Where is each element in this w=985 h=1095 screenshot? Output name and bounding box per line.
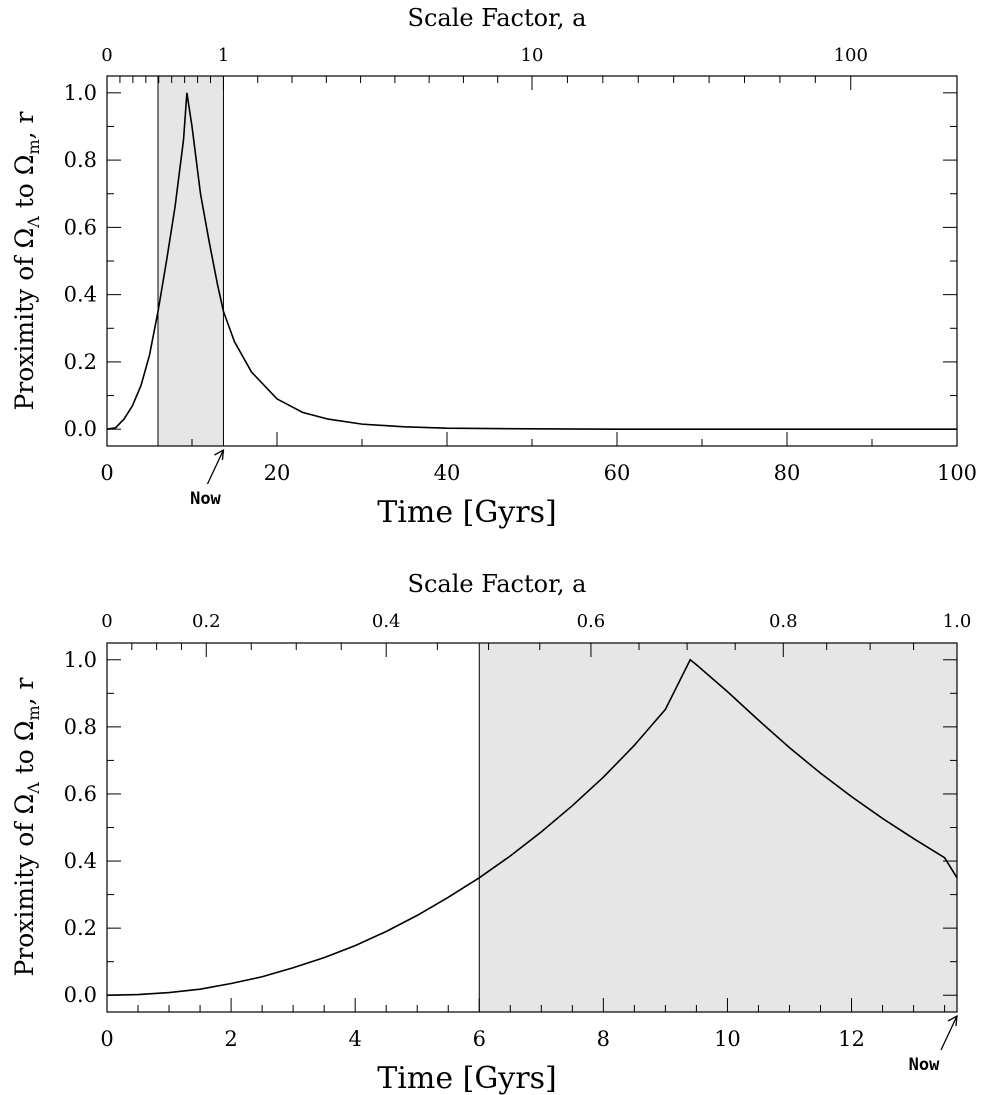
y-axis-title: Proximity of ΩΛ to Ωm, r	[10, 677, 43, 976]
x-tick-label: 20	[264, 461, 291, 485]
x-tick-label: 6	[473, 1027, 486, 1051]
y-tick-label: 0.8	[64, 148, 97, 172]
shaded-region	[479, 643, 957, 1012]
y-tick-label: 0.4	[64, 849, 97, 873]
now-label: Now	[190, 489, 221, 509]
y-axis-title-part: , r	[10, 111, 39, 139]
top-tick-label: 0	[101, 611, 112, 632]
y-axis-title-subscript: Λ	[24, 782, 43, 795]
x-tick-label: 8	[597, 1027, 610, 1051]
series-line	[106, 92, 957, 430]
now-label: Now	[909, 1055, 940, 1075]
y-tick-label: 0.8	[64, 715, 97, 739]
now-arrow-head	[214, 448, 225, 461]
y-axis-title-part: Proximity of Ω	[10, 228, 39, 411]
x-tick-label: 0	[100, 1027, 113, 1051]
y-tick-label: 0.2	[64, 350, 97, 374]
x-axis-title: Time [Gyrs]	[377, 495, 556, 530]
y-tick-label: 0.2	[64, 916, 97, 940]
x-tick-label: 40	[434, 461, 461, 485]
top-tick-label: 10	[521, 45, 544, 66]
y-axis-title-part: to Ω	[10, 155, 39, 217]
y-tick-label: 1.0	[64, 648, 97, 672]
y-axis-title: Proximity of ΩΛ to Ωm, r	[10, 111, 43, 410]
top-tick-label: 1	[218, 45, 229, 66]
now-arrow-head	[947, 1014, 958, 1027]
top-axis-title: Scale Factor, a	[408, 4, 587, 32]
x-tick-label: 4	[348, 1027, 361, 1051]
x-tick-label: 12	[838, 1027, 865, 1051]
y-axis-title-subscript: Λ	[24, 216, 43, 229]
x-axis-title: Time [Gyrs]	[377, 1061, 556, 1095]
plot-frame	[106, 75, 958, 447]
top-tick-label: 0.6	[577, 611, 606, 632]
y-axis-title-part: , r	[10, 677, 39, 705]
y-axis-title-subscript: m	[24, 139, 43, 154]
x-tick-label: 10	[714, 1027, 741, 1051]
top-tick-label: 0	[101, 45, 112, 66]
top-tick-label: 0.4	[372, 611, 401, 632]
y-tick-label: 0.4	[64, 283, 97, 307]
x-tick-label: 100	[937, 461, 977, 485]
y-tick-label: 0.6	[64, 215, 97, 239]
bottom-panel: 0 2 4 6 8 10 120.00.20.40.60.81.00 0.2 0.4 0.6 0.8…	[10, 570, 971, 1095]
x-tick-label: 0	[100, 461, 113, 485]
y-axis-title-part: Proximity of Ω	[10, 794, 39, 977]
top-tick-label: 1.0	[943, 611, 972, 632]
now-arrow-line	[206, 449, 225, 485]
x-tick-label: 2	[224, 1027, 237, 1051]
series-line	[106, 658, 958, 997]
y-axis-title-subscript: m	[24, 705, 43, 720]
y-tick-label: 1.0	[64, 81, 97, 105]
now-arrow-line	[940, 1015, 958, 1051]
y-tick-label: 0.0	[64, 417, 97, 441]
top-tick-label: 0.8	[769, 611, 798, 632]
x-tick-label: 80	[774, 461, 801, 485]
top-tick-label: 100	[834, 45, 868, 66]
y-tick-label: 0.6	[64, 782, 97, 806]
top-tick-label: 0.2	[192, 611, 221, 632]
y-tick-label: 0.0	[64, 983, 97, 1007]
y-axis-title-part: to Ω	[10, 721, 39, 783]
x-tick-label: 60	[604, 461, 631, 485]
top-axis-title: Scale Factor, a	[408, 570, 587, 598]
